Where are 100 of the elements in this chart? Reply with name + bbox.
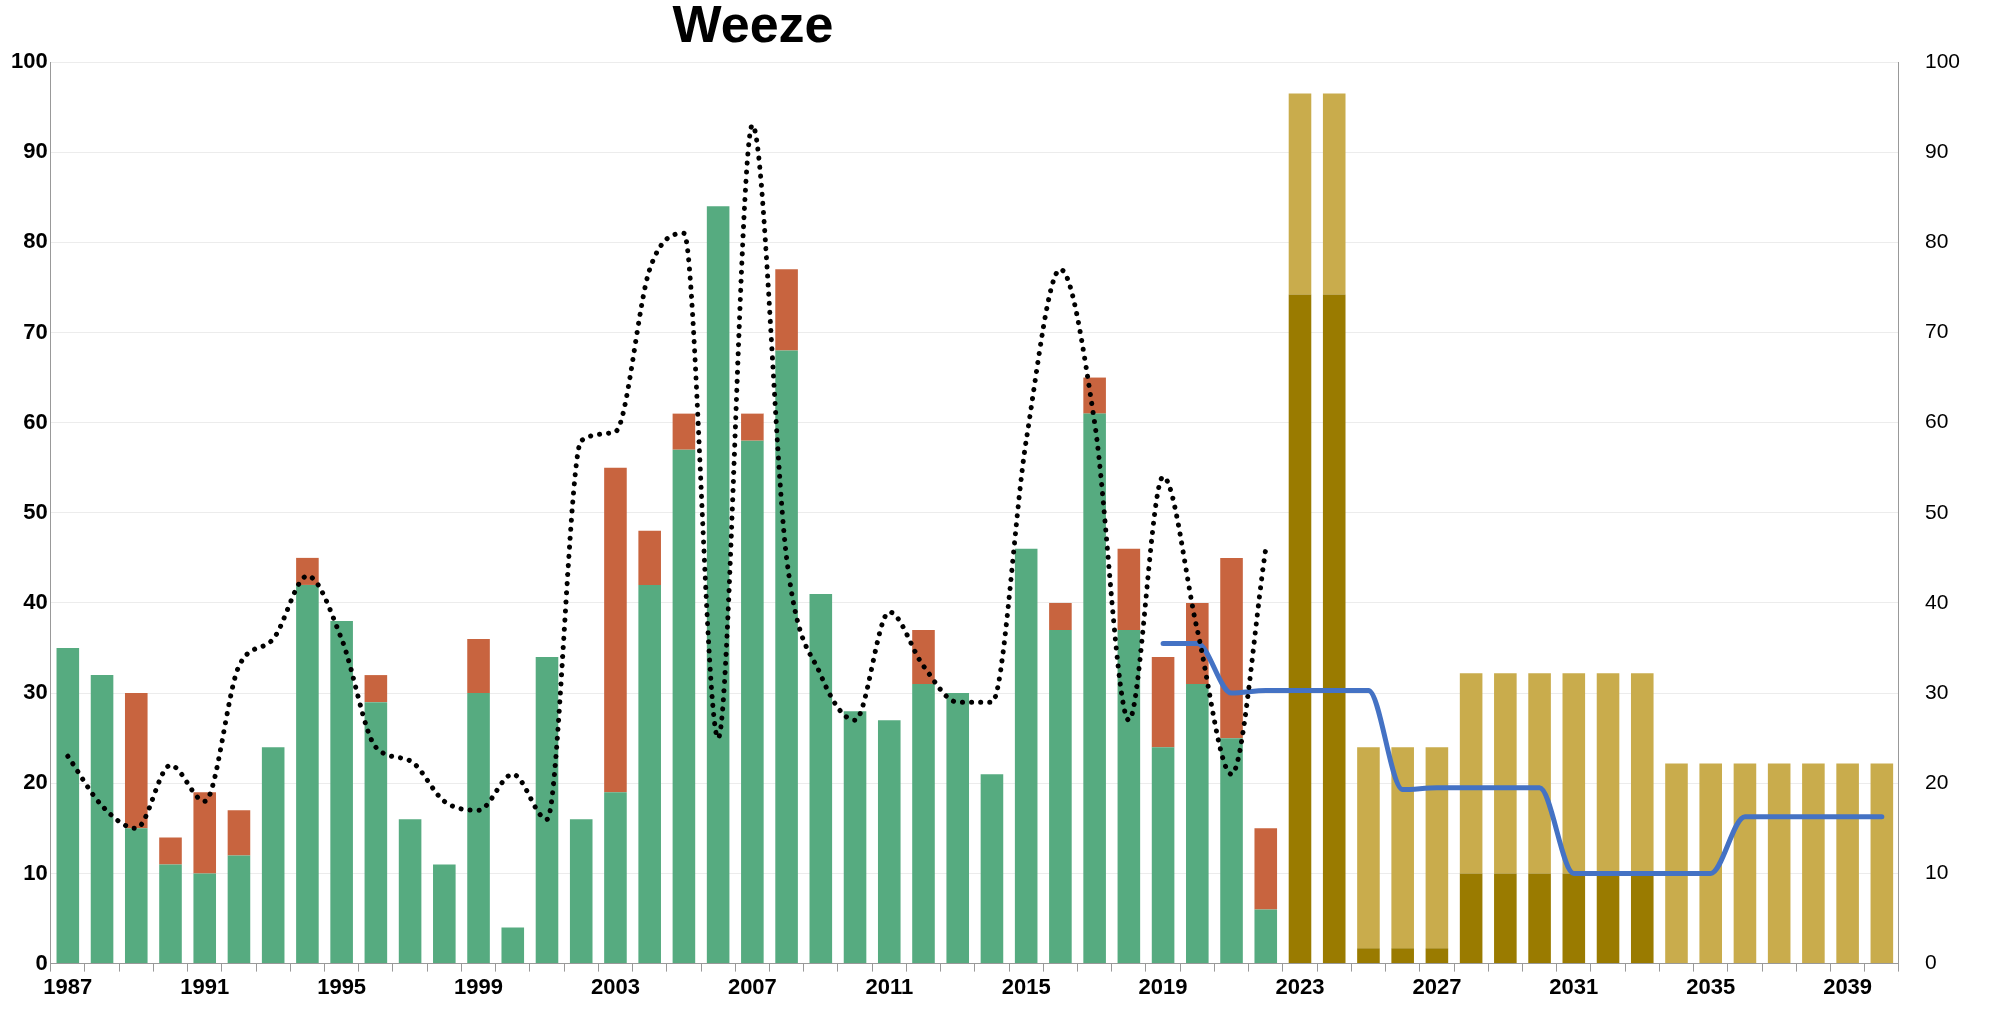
- bar: [193, 792, 217, 874]
- y-tick-label: 0: [35, 949, 48, 975]
- y2-tick-label: 0: [1924, 950, 1937, 974]
- bar: [1049, 602, 1072, 631]
- bar: [638, 584, 661, 964]
- bar: [1699, 763, 1723, 964]
- bar: [159, 837, 182, 865]
- bar: [227, 855, 251, 964]
- bar: [775, 350, 798, 964]
- y-tick-label: 20: [23, 769, 48, 795]
- bar: [741, 440, 764, 964]
- bar: [809, 593, 833, 964]
- bar: [1528, 673, 1551, 874]
- bar: [1425, 948, 1449, 964]
- x-tick-label: 2035: [1686, 973, 1736, 999]
- bar: [364, 675, 388, 703]
- x-tick-label: 1995: [317, 973, 367, 999]
- bar: [638, 530, 661, 585]
- bar: [1322, 93, 1346, 295]
- y2-tick-label: 60: [1924, 409, 1949, 433]
- bar: [1220, 557, 1243, 739]
- bar: [1802, 763, 1825, 964]
- y2-tick-label: 80: [1924, 229, 1949, 253]
- x-tick-label: 1987: [43, 973, 93, 999]
- bar: [56, 648, 80, 964]
- bar: [1596, 673, 1620, 874]
- y2-tick-label: 10: [1924, 860, 1949, 884]
- bar: [1391, 747, 1414, 949]
- bar: [159, 864, 182, 964]
- bar: [1733, 763, 1757, 964]
- y-tick-label: 60: [23, 408, 48, 434]
- bar: [467, 693, 490, 964]
- x-tick-label: 2011: [865, 973, 914, 999]
- bar: [1836, 763, 1859, 964]
- bar: [1459, 873, 1483, 964]
- bar: [1288, 294, 1312, 964]
- x-tick-label: 2039: [1823, 973, 1873, 999]
- bar: [1220, 738, 1243, 964]
- bar: [672, 413, 696, 450]
- bar: [1357, 747, 1380, 949]
- x-tick-label: 1991: [180, 973, 230, 999]
- bar: [604, 467, 627, 793]
- bar: [364, 702, 388, 964]
- bar: [1254, 909, 1278, 964]
- bar: [90, 675, 114, 964]
- bar: [296, 557, 319, 585]
- bar: [604, 792, 627, 964]
- bar: [1049, 630, 1072, 964]
- bar: [912, 684, 935, 964]
- y2-tick-label: 40: [1924, 589, 1949, 613]
- bar: [877, 720, 901, 964]
- bar: [433, 864, 456, 964]
- bar: [1665, 763, 1688, 964]
- x-tick-label: 2007: [727, 973, 777, 999]
- y-tick-label: 10: [23, 859, 48, 885]
- x-tick-label: 2027: [1412, 973, 1462, 999]
- bar: [706, 206, 730, 964]
- bar: [1014, 548, 1038, 964]
- bar: [1186, 684, 1209, 964]
- bar: [946, 693, 970, 964]
- y-tick-label: 70: [23, 318, 48, 344]
- bar: [1357, 948, 1380, 964]
- x-tick-label: 2019: [1138, 973, 1188, 999]
- y-tick-label: 100: [10, 48, 48, 74]
- bar: [227, 810, 251, 856]
- bar: [193, 873, 217, 964]
- bar: [1083, 413, 1106, 964]
- y-tick-label: 30: [23, 679, 48, 705]
- bar: [1151, 657, 1175, 748]
- bar: [1083, 377, 1106, 414]
- bar: [1254, 828, 1278, 910]
- y2-tick-label: 70: [1924, 319, 1949, 343]
- bar: [1322, 294, 1346, 964]
- bar: [501, 927, 525, 964]
- bar: [1391, 948, 1414, 964]
- bar: [741, 413, 764, 441]
- bar: [1494, 673, 1517, 874]
- bar: [1425, 747, 1449, 949]
- x-tick-label: 2015: [1001, 973, 1051, 999]
- x-tick-label: 1999: [454, 973, 504, 999]
- bar: [535, 657, 559, 964]
- y2-tick-label: 20: [1924, 770, 1949, 794]
- x-tick-label: 2003: [590, 973, 640, 999]
- bar: [1562, 673, 1586, 874]
- y2-tick-label: 30: [1924, 679, 1949, 703]
- bar: [980, 774, 1004, 964]
- bar: [261, 747, 285, 964]
- bar: [124, 828, 148, 964]
- bar: [1870, 763, 1894, 964]
- y2-tick-label: 50: [1924, 499, 1949, 523]
- y-tick-label: 90: [23, 138, 48, 164]
- y-tick-label: 50: [23, 498, 48, 524]
- chart-title: Weeze: [672, 0, 834, 54]
- y-tick-label: 40: [23, 589, 48, 615]
- x-tick-label: 2023: [1275, 973, 1325, 999]
- y-tick-label: 80: [23, 228, 48, 254]
- y2-tick-label: 100: [1924, 48, 1961, 72]
- bar: [1117, 630, 1141, 964]
- bar: [1459, 673, 1483, 874]
- bar: [1630, 873, 1654, 964]
